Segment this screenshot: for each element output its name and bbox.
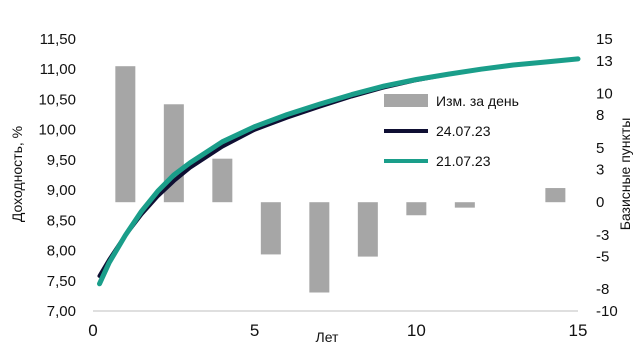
bar-5 — [357, 202, 378, 257]
legend-label-bars: Изм. за день — [436, 93, 519, 109]
y2-tick-label: 10 — [596, 85, 613, 102]
y2-tick-label: 0 — [596, 194, 604, 211]
y2-axis-title: Базисные пункты — [617, 118, 633, 231]
x-tick-label: 5 — [250, 321, 259, 340]
y-tick-label: 11,50 — [40, 31, 76, 48]
y-tick-label: 9,00 — [47, 182, 76, 199]
y-tick-label: 8,50 — [47, 212, 76, 229]
y-tick-label: 7,00 — [47, 303, 76, 320]
y2-tick-label: 13 — [596, 53, 613, 70]
y2-tick-label: 15 — [596, 31, 613, 48]
y-tick-label: 11,00 — [40, 61, 76, 78]
bar-7 — [454, 202, 475, 208]
bar-0 — [115, 66, 136, 203]
x-tick-label: 15 — [569, 321, 588, 340]
y2-tick-label: -10 — [596, 303, 618, 320]
bar-2 — [212, 158, 233, 203]
y2-tick-label: 3 — [596, 162, 604, 179]
bar-6 — [406, 202, 427, 216]
x-tick-label: 10 — [407, 321, 426, 340]
x-axis-title: Лет — [316, 329, 340, 345]
y2-tick-label: 5 — [596, 140, 604, 157]
y-tick-label: 8,00 — [47, 243, 76, 260]
y-axis-title: Доходность, % — [9, 126, 25, 222]
y2-tick-label: -5 — [596, 249, 609, 266]
legend-swatch-bars — [384, 94, 428, 107]
bar-3 — [260, 202, 281, 255]
legend: Изм. за день 24.07.23 21.07.23 — [384, 93, 519, 169]
x-tick-label: 0 — [88, 321, 97, 340]
y2-tick-label: -3 — [596, 227, 609, 244]
y2-tick-label: -8 — [596, 281, 609, 298]
bar-9 — [545, 188, 566, 203]
y-tick-label: 9,50 — [47, 152, 76, 169]
y-tick-label: 7,50 — [47, 273, 76, 290]
bar-4 — [309, 202, 330, 293]
legend-label-series-0: 24.07.23 — [436, 123, 491, 139]
plot-area — [97, 56, 581, 293]
y-tick-label: 10,00 — [38, 122, 76, 139]
y-tick-label: 10,50 — [38, 91, 76, 108]
y2-tick-label: 8 — [596, 107, 604, 124]
legend-label-series-1: 21.07.23 — [436, 153, 491, 169]
series-line-1 — [97, 56, 581, 287]
